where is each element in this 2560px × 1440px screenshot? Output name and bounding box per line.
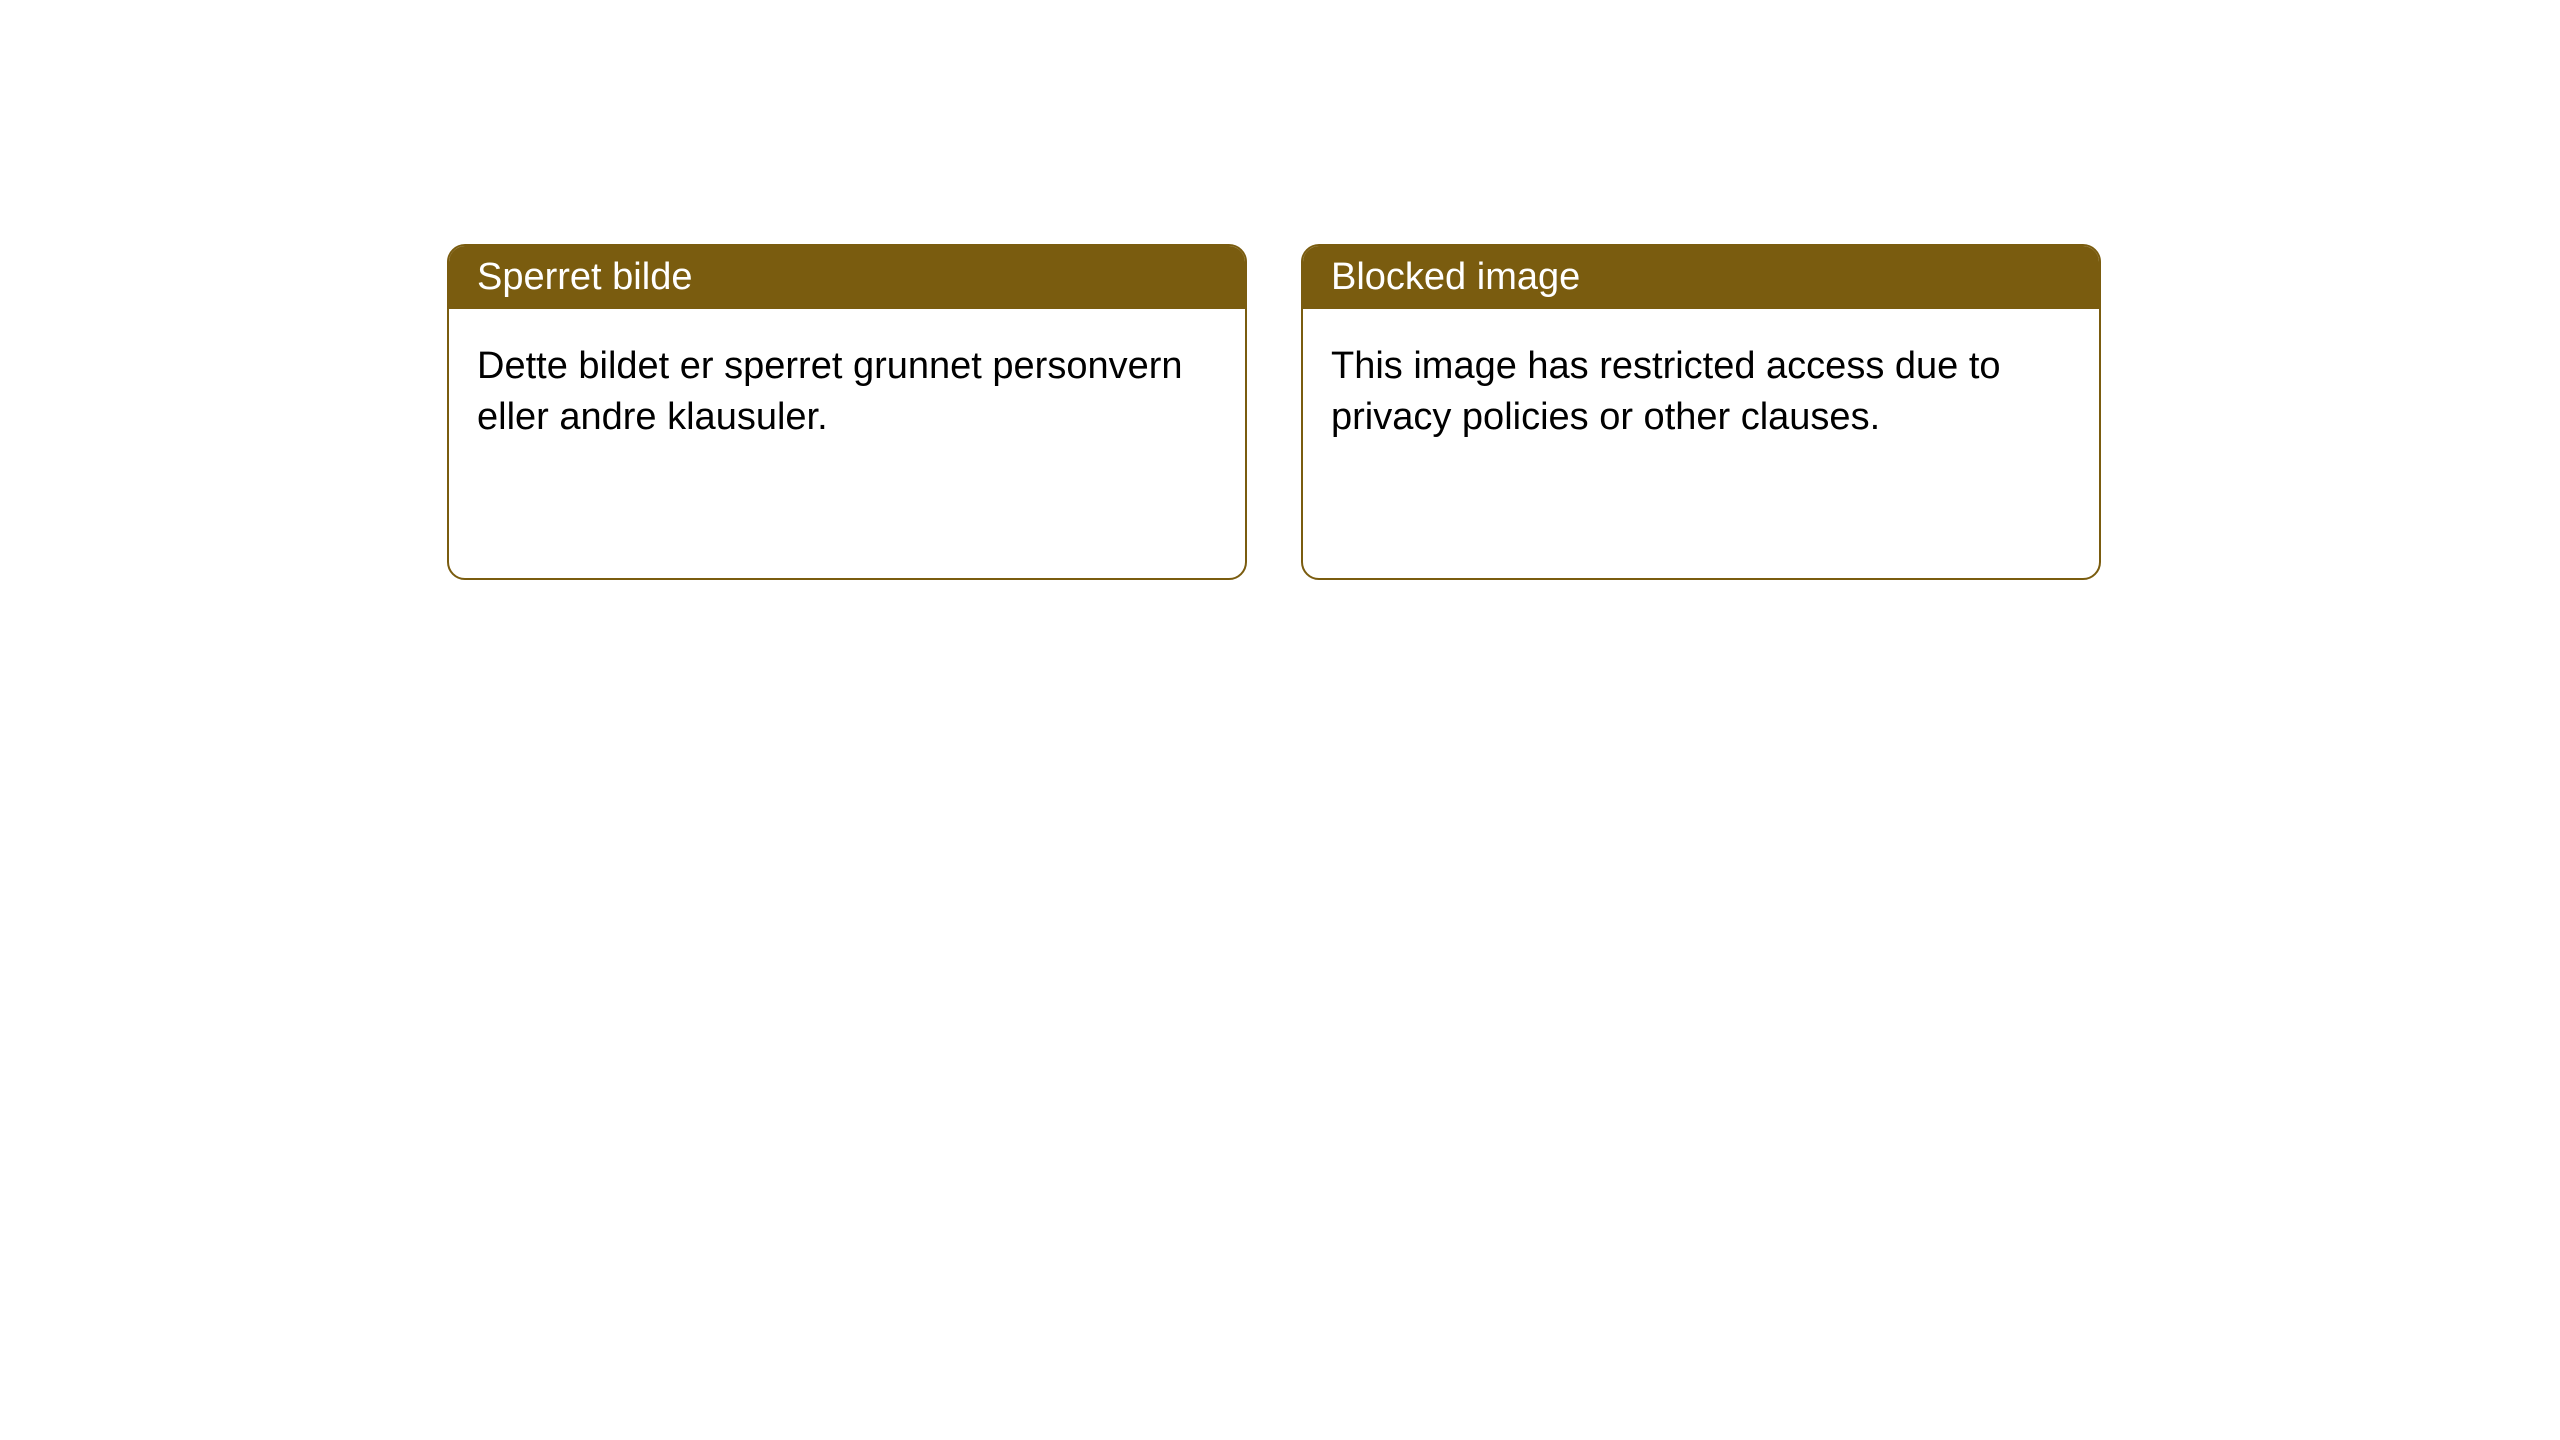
notice-container: Sperret bilde Dette bildet er sperret gr…	[0, 0, 2560, 580]
card-body: Dette bildet er sperret grunnet personve…	[449, 309, 1245, 476]
card-body-text: This image has restricted access due to …	[1331, 341, 2071, 444]
card-header: Blocked image	[1303, 246, 2099, 309]
notice-card-en: Blocked image This image has restricted …	[1301, 244, 2101, 580]
card-header: Sperret bilde	[449, 246, 1245, 309]
card-body: This image has restricted access due to …	[1303, 309, 2099, 476]
notice-card-no: Sperret bilde Dette bildet er sperret gr…	[447, 244, 1247, 580]
card-title: Sperret bilde	[477, 256, 692, 298]
card-body-text: Dette bildet er sperret grunnet personve…	[477, 341, 1217, 444]
card-title: Blocked image	[1331, 256, 1580, 298]
